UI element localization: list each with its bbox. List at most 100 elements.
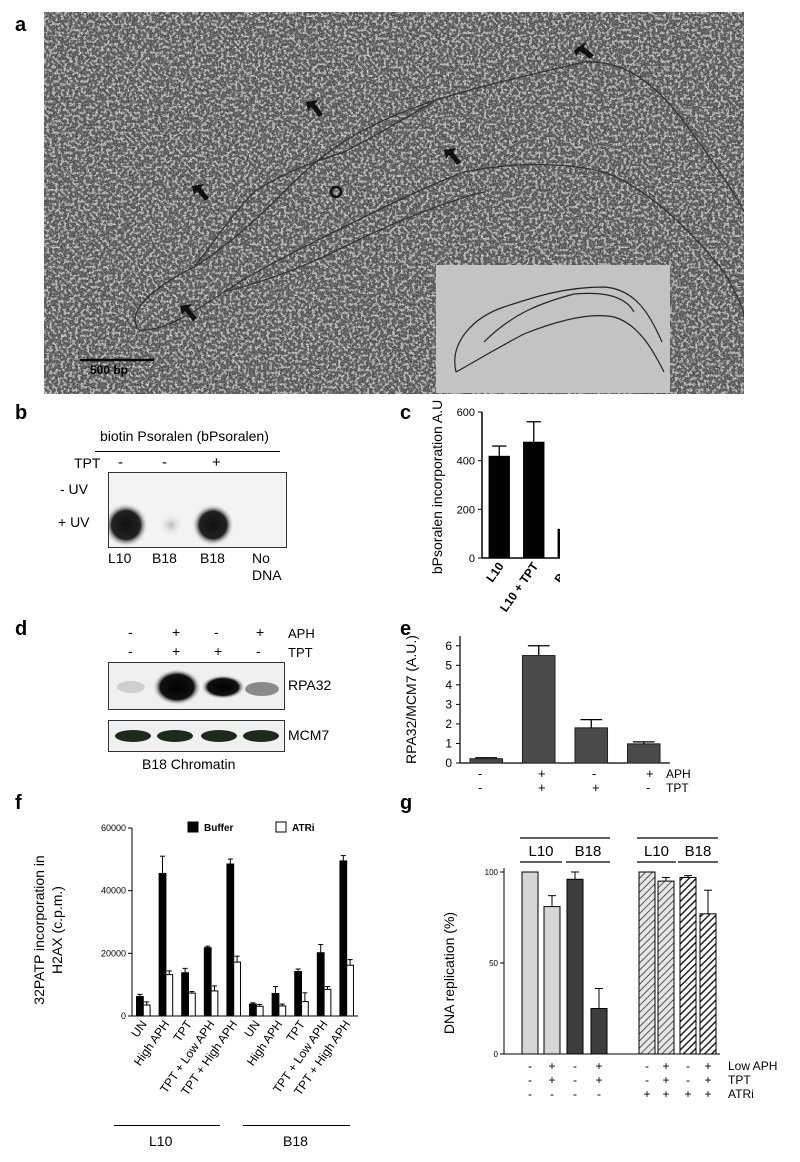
g-group-label: L10 <box>528 843 553 860</box>
f-bar <box>301 1001 309 1017</box>
panel-label-e: e <box>400 618 412 640</box>
g-bar <box>657 880 675 1055</box>
g-sign: + <box>662 1073 669 1087</box>
c-bar <box>488 455 510 558</box>
f-legend-swatch <box>187 821 199 833</box>
title-underline <box>95 451 280 452</box>
g-bar <box>638 871 656 1055</box>
e-ytick-label: 6 <box>445 639 452 653</box>
g-sign: - <box>686 1059 690 1073</box>
e-aph-sign-4: + <box>646 766 654 781</box>
dot-blot-image <box>109 503 234 547</box>
g-group-label: L10 <box>644 843 669 860</box>
lane-label-no-dna: No DNA <box>252 550 292 584</box>
g-sign: - <box>686 1073 690 1087</box>
g-sign: - <box>573 1059 577 1073</box>
group-line-b18 <box>243 1125 350 1126</box>
scale-bar-label: 500 bp <box>90 363 129 377</box>
group-line-l10 <box>114 1125 220 1126</box>
f-bar <box>249 1003 257 1017</box>
d-aph-label: APH <box>288 626 315 641</box>
lane-label-b18-1: B18 <box>152 550 177 566</box>
f-bar <box>294 971 303 1017</box>
f-ytick-label: 0 <box>121 1011 126 1021</box>
f-bar <box>181 972 190 1017</box>
g-row-label: ATRi <box>728 1087 754 1101</box>
g-sign: - <box>573 1087 577 1101</box>
f-bar <box>255 1005 264 1017</box>
f-ylabel-line1: 32PATP incorporation in <box>31 855 47 1004</box>
panel-label-d: d <box>15 618 28 640</box>
c-bar <box>557 528 560 558</box>
d-tpt-sign-4: - <box>256 643 261 659</box>
g-sign: - <box>573 1073 577 1087</box>
e-tpt-label: TPT <box>666 781 689 795</box>
d-tpt-sign-2: + <box>172 643 181 659</box>
c-bar <box>523 441 545 558</box>
tpt-sign-b-1: - <box>118 454 123 471</box>
band-label-mcm7: MCM7 <box>288 727 330 743</box>
chart-e: 0 1 2 3 4 5 6 RPA32/MCM7 (A.U.) <box>403 635 670 770</box>
g-sign: + <box>548 1059 555 1073</box>
g-sign: + <box>704 1087 711 1101</box>
western-blot-mcm7 <box>108 720 285 752</box>
e-aph-label: APH <box>666 767 691 781</box>
row-label-plus-uv: + UV <box>58 514 90 530</box>
f-ytick-label: 20000 <box>101 948 126 958</box>
e-aph-sign-3: - <box>592 766 597 781</box>
tpt-sign-b-2: - <box>162 454 167 471</box>
c-ytick-label: 200 <box>457 504 475 516</box>
g-sign: - <box>645 1059 649 1073</box>
g-sign: + <box>662 1087 669 1101</box>
f-ytick-label: 60000 <box>101 823 126 833</box>
d-tpt-label: TPT <box>288 645 313 660</box>
g-bar <box>590 1008 608 1055</box>
g-ytick-label: 100 <box>485 868 499 877</box>
g-bar <box>699 913 717 1055</box>
g-sign: - <box>528 1073 532 1087</box>
e-tpt-sign-2: + <box>538 780 546 795</box>
e-bar <box>626 743 661 764</box>
g-sign: + <box>704 1059 711 1073</box>
f-bar <box>188 992 196 1017</box>
g-ytick-label: 0 <box>494 1050 499 1059</box>
g-bar <box>521 871 539 1055</box>
psoralen-title: biotin Psoralen (bPsoralen) <box>100 428 269 444</box>
g-bar <box>543 906 561 1055</box>
f-legend-swatch <box>275 821 287 833</box>
f-bar <box>278 1005 287 1017</box>
f-bar <box>210 990 219 1017</box>
f-bar <box>142 1004 151 1017</box>
lane-label-b18-2: B18 <box>200 550 225 566</box>
f-bar <box>323 988 332 1017</box>
f-bar <box>271 992 280 1017</box>
g-row-label: TPT <box>728 1073 751 1087</box>
panel-label-g: g <box>400 792 413 814</box>
group-label-l10-f: L10 <box>149 1133 173 1149</box>
e-ylabel: RPA32/MCM7 (A.U.) <box>403 635 419 764</box>
f-bar <box>136 996 144 1017</box>
g-group-label: B18 <box>575 843 602 860</box>
d-tpt-sign-3: + <box>214 643 223 659</box>
g-sign: + <box>548 1073 555 1087</box>
f-ylabel-line2: H2AX (c.p.m.) <box>49 886 65 974</box>
f-legend-label: Buffer <box>204 823 234 834</box>
f-ytick-label: 40000 <box>101 886 126 896</box>
e-tpt-sign-3: + <box>592 780 600 795</box>
lane-label-l10: L10 <box>108 550 132 566</box>
e-aph-sign-2: + <box>538 766 546 781</box>
g-ylabel: DNA replication (%) <box>441 912 457 1034</box>
panel-label-b: b <box>15 402 28 424</box>
f-legend-label: ATRi <box>292 823 315 834</box>
g-sign: - <box>550 1087 554 1101</box>
panel-label-c: c <box>400 402 412 424</box>
g-sign: + <box>704 1073 711 1087</box>
mcm7-bands <box>115 730 279 742</box>
micrograph-image <box>44 12 745 394</box>
e-bar <box>469 758 504 764</box>
dot-blot <box>108 472 287 548</box>
rpa32-bands <box>117 669 279 705</box>
tpt-sign-b-3: + <box>212 454 221 471</box>
d-aph-sign-4: + <box>256 624 265 640</box>
c-ytick-label: 600 <box>457 407 475 419</box>
